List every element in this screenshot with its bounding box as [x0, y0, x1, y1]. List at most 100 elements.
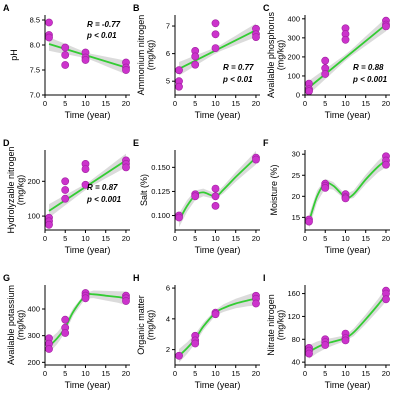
data-point: [61, 51, 70, 59]
x-tick-label: 20: [382, 99, 390, 108]
data-point: [211, 30, 220, 39]
stat-r-value: R = 0.88: [353, 63, 384, 72]
x-tick-label: 10: [341, 99, 349, 108]
y-tick-label: 25: [292, 171, 300, 180]
panel-letter: F: [263, 138, 269, 148]
x-axis-label: Time (year): [65, 245, 111, 255]
fit-line: [308, 23, 387, 89]
y-axis-label: Available phosphorus(mg/kg): [266, 12, 285, 98]
y-axis-label: Nitrate nitrogen(mg/kg): [266, 294, 285, 356]
confidence-band: [179, 292, 256, 363]
x-tick-label: 0: [303, 234, 307, 243]
x-tick-label: 5: [193, 234, 197, 243]
data-point: [122, 297, 130, 305]
panel-g: G 0 5 10 15 20 200 300 400 Time (year) Available p…: [3, 273, 130, 390]
y-tick-label: 0.100: [151, 211, 170, 220]
x-tick-label: 10: [341, 369, 349, 378]
data-point: [61, 186, 70, 194]
data-point: [175, 351, 183, 360]
stat-r-value: R = -0.77: [87, 20, 121, 29]
data-point: [211, 192, 220, 201]
y-tick-label: 4: [166, 314, 170, 323]
y-tick-label: 0.125: [151, 187, 170, 196]
y-tick-label: 160: [287, 289, 300, 298]
y-axis-label: Organic matter(mg/kg): [136, 295, 155, 355]
y-axis-label: Available potassium(mg/kg): [6, 285, 25, 365]
data-point: [382, 295, 390, 304]
x-axis-label: Time (year): [195, 110, 241, 120]
y-axis-label-unit: (mg/kg): [275, 310, 285, 341]
x-tick-label: 10: [211, 369, 219, 378]
y-tick-label: 200: [287, 52, 300, 61]
data-point: [81, 165, 90, 173]
confidence-band: [309, 287, 386, 359]
x-tick-label: 20: [252, 369, 260, 378]
x-tick-label: 10: [81, 234, 89, 243]
x-tick-label: 15: [232, 369, 240, 378]
x-tick-label: 20: [252, 99, 260, 108]
data-point: [45, 33, 53, 42]
data-point: [321, 341, 330, 349]
y-axis-label-line: Organic matter: [136, 295, 146, 355]
y-axis-label-unit: (mg/kg): [15, 310, 25, 341]
y-tick-label: 40: [292, 358, 300, 367]
y-axis-label-unit: (mg/kg): [145, 310, 155, 341]
x-tick-label: 10: [81, 369, 89, 378]
data-point: [321, 183, 330, 192]
x-tick-label: 0: [43, 234, 47, 243]
x-tick-label: 15: [102, 234, 110, 243]
y-tick-label: 400: [27, 305, 40, 314]
y-tick-label: 15: [292, 213, 300, 222]
y-tick-label: 80: [292, 335, 300, 344]
x-tick-label: 0: [173, 369, 177, 378]
y-tick-label: 6: [166, 284, 170, 293]
data-point: [175, 82, 183, 91]
x-tick-label: 15: [232, 234, 240, 243]
y-tick-label: 200: [27, 358, 40, 367]
data-point: [321, 56, 330, 65]
data-point: [61, 61, 70, 69]
panel-i: I 0 5 10 15 20 40 80 120 160 Time (year) Nitrate ni…: [263, 273, 390, 390]
x-tick-label: 5: [323, 234, 327, 243]
y-axis-label-unit: (mg/kg): [275, 40, 285, 71]
data-point: [61, 43, 70, 52]
y-tick-label: 300: [27, 331, 40, 340]
panel-letter: I: [263, 273, 266, 283]
x-tick-label: 20: [122, 369, 130, 378]
data-point: [191, 339, 200, 348]
x-tick-label: 0: [43, 99, 47, 108]
x-tick-label: 10: [211, 234, 219, 243]
panel-letter: D: [3, 138, 10, 148]
data-point: [211, 310, 220, 319]
x-axis-label: Time (year): [65, 110, 111, 120]
stat-r-value: R = 0.77: [223, 63, 254, 72]
x-tick-label: 5: [193, 369, 197, 378]
x-tick-label: 0: [173, 234, 177, 243]
x-tick-label: 10: [81, 99, 89, 108]
data-point: [382, 22, 390, 31]
data-point: [122, 66, 130, 74]
y-tick-label: 2: [166, 345, 170, 354]
data-point: [61, 329, 70, 337]
x-tick-label: 20: [122, 234, 130, 243]
stat-p-value: p < 0.01: [86, 31, 117, 40]
x-tick-label: 20: [382, 369, 390, 378]
y-axis-label-line: Ammonium nitrogen: [136, 15, 146, 96]
x-tick-label: 10: [341, 234, 349, 243]
data-point: [61, 177, 70, 186]
y-tick-label: 7: [166, 22, 170, 31]
y-axis-label: Hydrolyzable nitrogen(mg/kg): [6, 146, 25, 233]
y-axis-label-line: Available potassium: [6, 285, 16, 365]
panel-letter: C: [263, 3, 270, 13]
data-point: [45, 18, 53, 27]
y-tick-label: 8.0: [30, 41, 40, 50]
data-point: [211, 184, 220, 193]
y-tick-label: 100: [27, 212, 40, 221]
data-point: [61, 194, 70, 203]
data-point: [211, 19, 220, 28]
data-point: [191, 52, 200, 61]
data-point: [341, 336, 350, 345]
x-tick-label: 15: [362, 234, 370, 243]
